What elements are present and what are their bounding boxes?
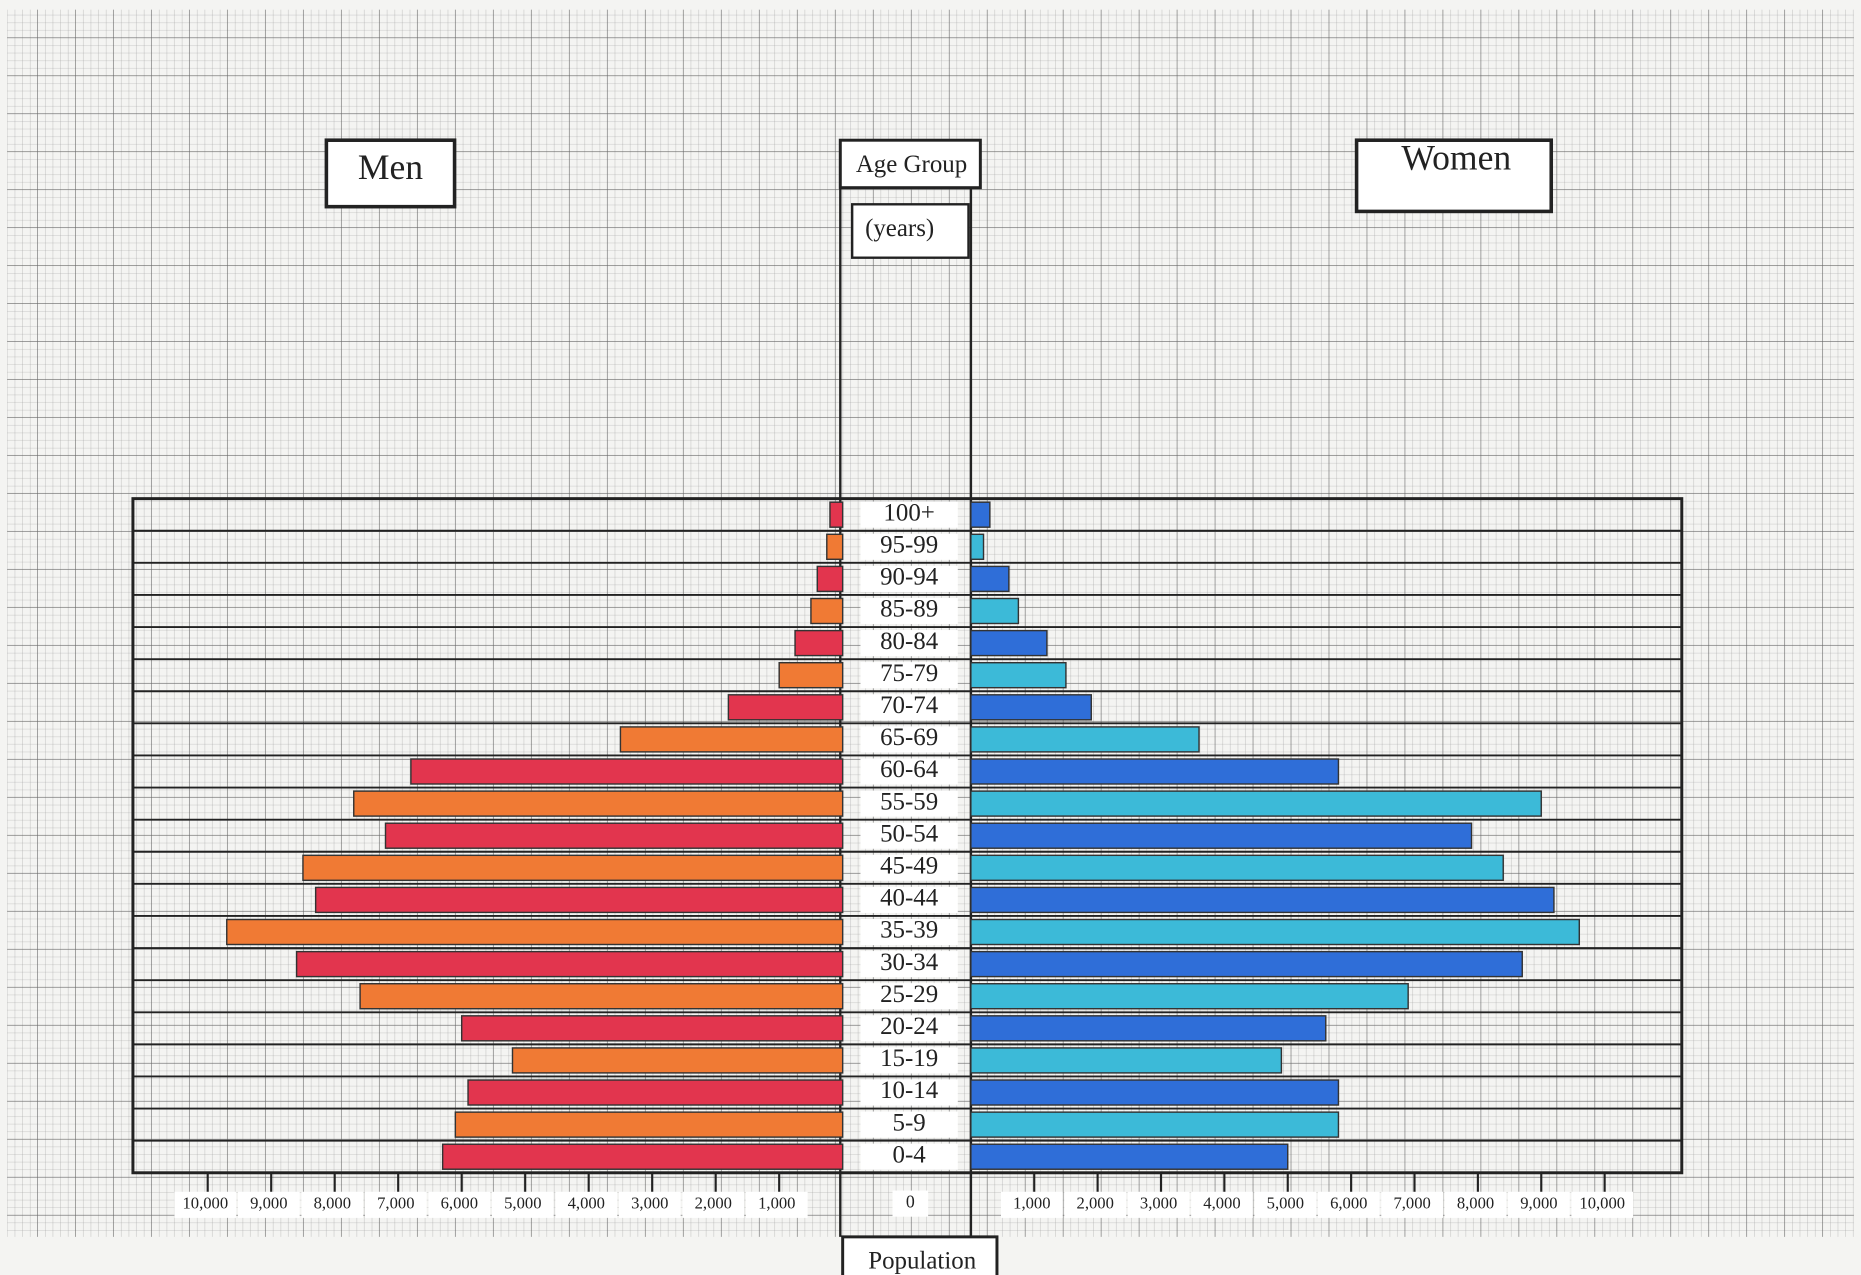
bar	[620, 727, 842, 752]
bar	[971, 1112, 1339, 1137]
bar	[830, 502, 843, 527]
bar	[971, 599, 1019, 624]
y-tick-label: 10-14	[880, 1077, 939, 1104]
bar	[971, 1048, 1282, 1073]
x-tick-label: 3,000	[1140, 1194, 1177, 1213]
bar	[354, 791, 843, 816]
x-tick-label: 1,000	[1013, 1194, 1050, 1213]
bar	[227, 920, 843, 945]
bar	[971, 534, 984, 559]
bar	[971, 566, 1009, 591]
x-axis-label: Population	[868, 1248, 976, 1275]
women-label: Women	[1401, 138, 1511, 178]
x-tick-label: 3,000	[631, 1194, 668, 1213]
bar	[971, 631, 1047, 656]
bar	[971, 727, 1199, 752]
bar	[303, 855, 843, 880]
bar	[462, 1016, 843, 1041]
years-label: (years)	[865, 215, 934, 242]
y-tick-label: 80-84	[880, 628, 939, 655]
bar	[512, 1048, 842, 1073]
bar	[468, 1080, 843, 1105]
x-tick-label: 9,000	[1520, 1194, 1557, 1213]
y-tick-label: 55-59	[880, 788, 938, 815]
x-tick-label: 7,000	[1393, 1194, 1430, 1213]
chart: 100+ 95-99 90-94 85-89 80-84 75-79 70-74 65-69 6…	[0, 0, 1861, 1275]
y-tick-label: 30-34	[880, 949, 939, 976]
bar	[728, 695, 842, 720]
x-tick-label: 10,000	[1579, 1194, 1625, 1213]
x-tick-label: 10,000	[182, 1194, 228, 1213]
y-tick-label: 50-54	[880, 820, 939, 847]
y-tick-label: 90-94	[880, 564, 939, 591]
bar	[360, 984, 843, 1009]
bar	[971, 855, 1503, 880]
y-tick-label: 0-4	[893, 1141, 927, 1168]
x-tick-label: 1,000	[758, 1194, 795, 1213]
bar	[385, 823, 842, 848]
bar	[971, 1016, 1326, 1041]
bar	[971, 791, 1541, 816]
age-group-label: Age Group	[856, 151, 967, 178]
bar	[811, 599, 843, 624]
x-tick-label: 2,000	[1077, 1194, 1114, 1213]
y-tick-label: 45-49	[880, 853, 938, 880]
bar	[779, 663, 842, 688]
bar	[971, 984, 1408, 1009]
bar	[971, 952, 1522, 977]
bar	[971, 1144, 1288, 1169]
y-tick-label: 40-44	[880, 885, 939, 912]
bar	[827, 534, 843, 559]
y-tick-label: 15-19	[880, 1045, 938, 1072]
y-tick-label: 100+	[883, 499, 934, 526]
y-tick-label: 60-64	[880, 756, 939, 783]
x-tick-label: 8,000	[314, 1194, 351, 1213]
y-tick-label: 35-39	[880, 917, 938, 944]
bar	[297, 952, 843, 977]
men-label: Men	[358, 147, 423, 187]
bar	[971, 759, 1339, 784]
y-tick-label: 75-79	[880, 660, 938, 687]
y-tick-label: 95-99	[880, 532, 938, 559]
bar	[971, 920, 1579, 945]
y-tick-label: 5-9	[893, 1109, 926, 1136]
x-tick-label: 4,000	[1203, 1194, 1240, 1213]
x-tick-label: 9,000	[250, 1194, 287, 1213]
bar	[971, 502, 990, 527]
bar	[971, 695, 1091, 720]
y-tick-label: 25-29	[880, 981, 938, 1008]
x-tick-label: 0	[906, 1192, 915, 1212]
x-tick-label: 7,000	[377, 1194, 414, 1213]
bar	[795, 631, 843, 656]
bar	[971, 663, 1066, 688]
bar	[971, 1080, 1339, 1105]
bar	[817, 566, 842, 591]
x-tick-label: 5,000	[504, 1194, 541, 1213]
y-tick-label: 70-74	[880, 692, 939, 719]
bar	[971, 887, 1554, 912]
x-tick-label: 4,000	[568, 1194, 605, 1213]
x-tick-label: 2,000	[695, 1194, 732, 1213]
y-tick-label: 65-69	[880, 724, 938, 751]
bar	[455, 1112, 842, 1137]
y-tick-label: 85-89	[880, 596, 938, 623]
bar	[443, 1144, 843, 1169]
y-tick-label: 20-24	[880, 1013, 939, 1040]
x-tick-label: 8,000	[1457, 1194, 1494, 1213]
x-tick-label: 6,000	[441, 1194, 478, 1213]
bar	[411, 759, 843, 784]
bar	[316, 887, 843, 912]
bar	[971, 823, 1472, 848]
x-tick-label: 6,000	[1330, 1194, 1367, 1213]
x-tick-label: 5,000	[1267, 1194, 1304, 1213]
